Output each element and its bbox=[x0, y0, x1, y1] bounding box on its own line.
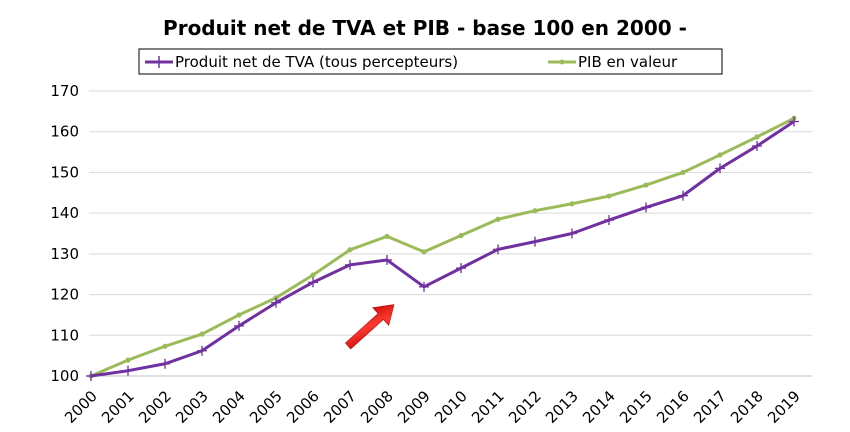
x-axis: 2000200120022003200420052006200720082009… bbox=[61, 387, 804, 427]
x-tick-label: 2019 bbox=[764, 387, 804, 427]
data-point bbox=[495, 216, 501, 222]
series-line bbox=[90, 120, 795, 378]
x-tick-label: 2014 bbox=[579, 387, 619, 427]
x-tick-label: 2015 bbox=[616, 387, 656, 427]
x-tick-label: 2008 bbox=[357, 387, 397, 427]
data-point bbox=[458, 232, 464, 239]
y-tick-label: 170 bbox=[50, 82, 79, 100]
data-point bbox=[680, 169, 686, 176]
series-layer bbox=[86, 115, 799, 381]
data-point bbox=[641, 202, 651, 213]
x-tick-label: 2005 bbox=[246, 387, 286, 427]
data-point bbox=[160, 358, 170, 369]
data-point bbox=[382, 254, 392, 265]
y-tick-label: 130 bbox=[50, 245, 79, 263]
data-point bbox=[310, 272, 316, 278]
x-tick-label: 2000 bbox=[61, 387, 101, 427]
data-point bbox=[678, 190, 688, 201]
y-tick-label: 150 bbox=[50, 163, 79, 181]
x-tick-label: 2003 bbox=[172, 387, 212, 427]
data-point bbox=[530, 236, 540, 247]
data-point bbox=[271, 297, 281, 308]
data-point bbox=[606, 193, 612, 199]
y-tick-label: 120 bbox=[50, 286, 79, 304]
data-point bbox=[123, 365, 133, 376]
legend-label-green: PIB en valeur bbox=[578, 53, 678, 71]
x-tick-label: 2001 bbox=[98, 387, 138, 427]
data-point bbox=[717, 152, 723, 158]
series-produit-net-tva bbox=[86, 116, 799, 381]
data-point bbox=[493, 244, 503, 255]
data-point bbox=[384, 233, 390, 239]
data-point bbox=[345, 259, 355, 270]
data-point bbox=[234, 320, 244, 331]
x-tick-label: 2011 bbox=[468, 387, 508, 427]
legend-label-purple: Produit net de TVA (tous percepteurs) bbox=[175, 53, 458, 71]
data-point bbox=[715, 163, 725, 174]
data-point bbox=[199, 331, 205, 337]
data-point bbox=[419, 281, 429, 292]
data-point bbox=[347, 247, 353, 253]
data-point bbox=[308, 277, 318, 288]
legend-item-green: PIB en valeur bbox=[548, 53, 678, 71]
x-tick-label: 2012 bbox=[505, 387, 545, 427]
data-point bbox=[236, 312, 242, 318]
x-tick-label: 2010 bbox=[431, 387, 471, 427]
y-tick-label: 110 bbox=[50, 326, 79, 344]
data-point bbox=[86, 371, 96, 381]
legend-item-purple: Produit net de TVA (tous percepteurs) bbox=[145, 53, 458, 71]
data-point bbox=[643, 182, 649, 188]
data-point bbox=[456, 263, 466, 274]
data-point bbox=[421, 249, 427, 255]
y-axis: 100 110 120 130 140 150 160 170 bbox=[50, 82, 812, 385]
data-point bbox=[604, 215, 614, 226]
x-tick-label: 2006 bbox=[283, 387, 323, 427]
x-tick-label: 2017 bbox=[690, 387, 730, 427]
series-line bbox=[90, 116, 795, 378]
series-pib-valeur bbox=[88, 115, 797, 379]
data-point bbox=[197, 345, 207, 356]
x-tick-label: 2007 bbox=[320, 387, 360, 427]
x-tick-label: 2018 bbox=[727, 387, 767, 427]
y-tick-label: 100 bbox=[50, 367, 79, 385]
gridlines bbox=[89, 90, 812, 377]
data-point bbox=[567, 228, 577, 239]
data-point bbox=[532, 208, 538, 214]
data-point bbox=[125, 357, 131, 363]
x-tick-label: 2009 bbox=[394, 387, 434, 427]
y-tick-label: 160 bbox=[50, 123, 79, 141]
data-point bbox=[752, 140, 762, 151]
x-tick-label: 2016 bbox=[653, 387, 693, 427]
chart-title: Produit net de TVA et PIB - base 100 en … bbox=[163, 16, 687, 40]
x-tick-label: 2004 bbox=[209, 387, 249, 427]
data-point bbox=[569, 201, 575, 207]
red-arrow-annotation bbox=[344, 304, 395, 350]
legend: Produit net de TVA (tous percepteurs) PI… bbox=[138, 48, 723, 75]
x-tick-label: 2002 bbox=[135, 387, 175, 427]
legend-box bbox=[138, 48, 723, 75]
data-point bbox=[162, 343, 168, 349]
data-point bbox=[754, 134, 760, 140]
data-point bbox=[789, 116, 799, 127]
y-tick-label: 140 bbox=[50, 204, 79, 222]
x-tick-label: 2013 bbox=[542, 387, 582, 427]
